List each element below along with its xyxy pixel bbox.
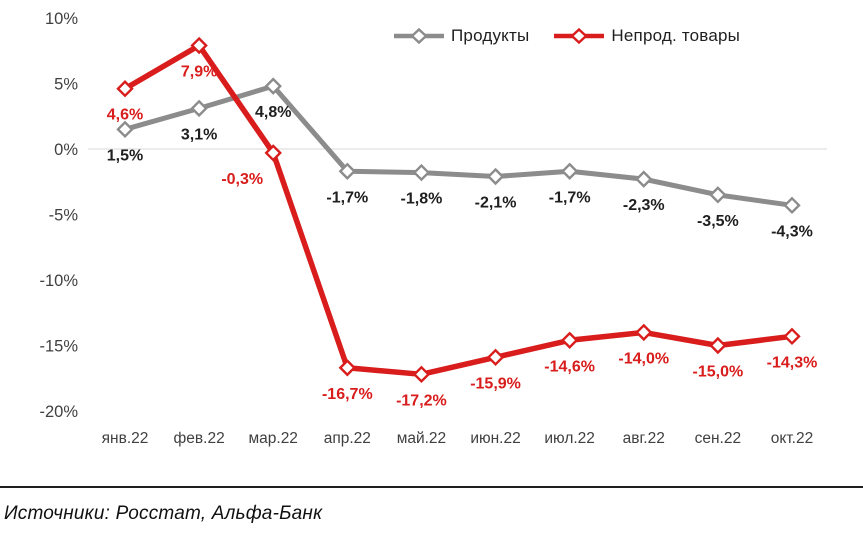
data-point-marker	[783, 327, 801, 346]
x-axis-tick-label: июл.22	[544, 430, 595, 447]
data-point-label: -15,9%	[470, 375, 521, 392]
data-point-marker	[486, 348, 505, 366]
data-point-label: -3,5%	[697, 213, 739, 230]
legend-item-nonfood: Непрод. товары	[553, 26, 740, 46]
data-point-marker	[635, 323, 653, 342]
y-axis-tick-label: -15%	[39, 338, 78, 356]
line-marker-icon	[554, 28, 605, 44]
data-point-marker	[116, 120, 134, 139]
data-point-label: -0,3%	[221, 171, 263, 188]
line-marker-icon	[394, 28, 444, 44]
data-point-marker	[783, 196, 801, 215]
data-point-marker	[264, 77, 282, 95]
legend-item-products: Продукты	[393, 26, 529, 46]
y-axis-tick-label: -20%	[39, 403, 78, 421]
data-point-label: -17,2%	[396, 392, 447, 409]
data-point-label: 3,1%	[181, 126, 217, 143]
data-point-label: -15,0%	[693, 364, 744, 381]
y-axis-tick-label: -5%	[49, 207, 79, 225]
data-point-marker	[190, 99, 208, 118]
data-point-label: -4,3%	[771, 223, 813, 240]
series-line-nonfood	[122, 42, 795, 378]
data-point-label: -14,3%	[767, 354, 818, 371]
data-point-marker	[116, 80, 134, 98]
x-axis-tick-label: май.22	[397, 430, 446, 447]
data-point-marker	[560, 162, 579, 180]
x-axis-tick-label: июн.22	[470, 430, 520, 447]
data-point-label: 4,8%	[255, 104, 291, 121]
data-point-label: 7,9%	[181, 64, 217, 81]
data-point-marker	[412, 163, 431, 182]
data-point-marker	[338, 359, 357, 377]
data-point-marker	[412, 365, 431, 384]
data-point-label: -14,0%	[618, 350, 669, 367]
data-point-label: 1,5%	[107, 147, 143, 164]
legend-label-products: Продукты	[451, 26, 530, 45]
y-axis-tick-label: 10%	[45, 10, 78, 28]
data-point-marker	[709, 186, 727, 204]
data-point-label: -1,8%	[401, 191, 443, 208]
data-point-marker	[264, 144, 282, 162]
data-point-marker	[338, 162, 357, 180]
y-axis-tick-label: -10%	[39, 272, 78, 290]
x-axis-tick-label: янв.22	[102, 430, 149, 447]
data-point-label: -1,7%	[549, 189, 591, 206]
data-point-label: -16,7%	[322, 386, 373, 403]
x-axis-tick-label: апр.22	[324, 430, 371, 447]
data-point-marker	[560, 331, 579, 349]
data-point-marker	[709, 336, 727, 355]
data-point-label: -14,6%	[544, 358, 595, 375]
data-point-marker	[486, 167, 505, 186]
x-axis-tick-label: окт.22	[771, 430, 814, 447]
source-caption: Источники: Росстат, Альфа-Банк	[4, 503, 323, 524]
legend-label-nonfood: Непрод. товары	[611, 26, 741, 45]
footer-divider	[0, 486, 863, 488]
data-point-marker	[635, 170, 653, 188]
data-point-label: -2,3%	[623, 197, 665, 214]
x-axis-tick-label: авг.22	[623, 430, 665, 447]
x-axis-tick-label: сен.22	[695, 430, 741, 447]
x-axis-tick-label: фев.22	[174, 430, 225, 447]
data-point-marker	[190, 36, 208, 55]
x-axis-tick-label: мар.22	[248, 430, 297, 447]
chart-legend: Продукты Непрод. товары	[393, 26, 740, 46]
y-axis-tick-label: 5%	[54, 76, 78, 94]
y-axis-tick-label: 0%	[54, 141, 78, 159]
line-chart: 10% 5% 0% -5% -10% -15% -20% янв.22 фев.22 мар.22…	[39, 10, 827, 447]
data-point-label: -2,1%	[475, 195, 517, 212]
data-point-label: 4,6%	[107, 107, 143, 124]
data-point-label: -1,7%	[326, 189, 368, 206]
